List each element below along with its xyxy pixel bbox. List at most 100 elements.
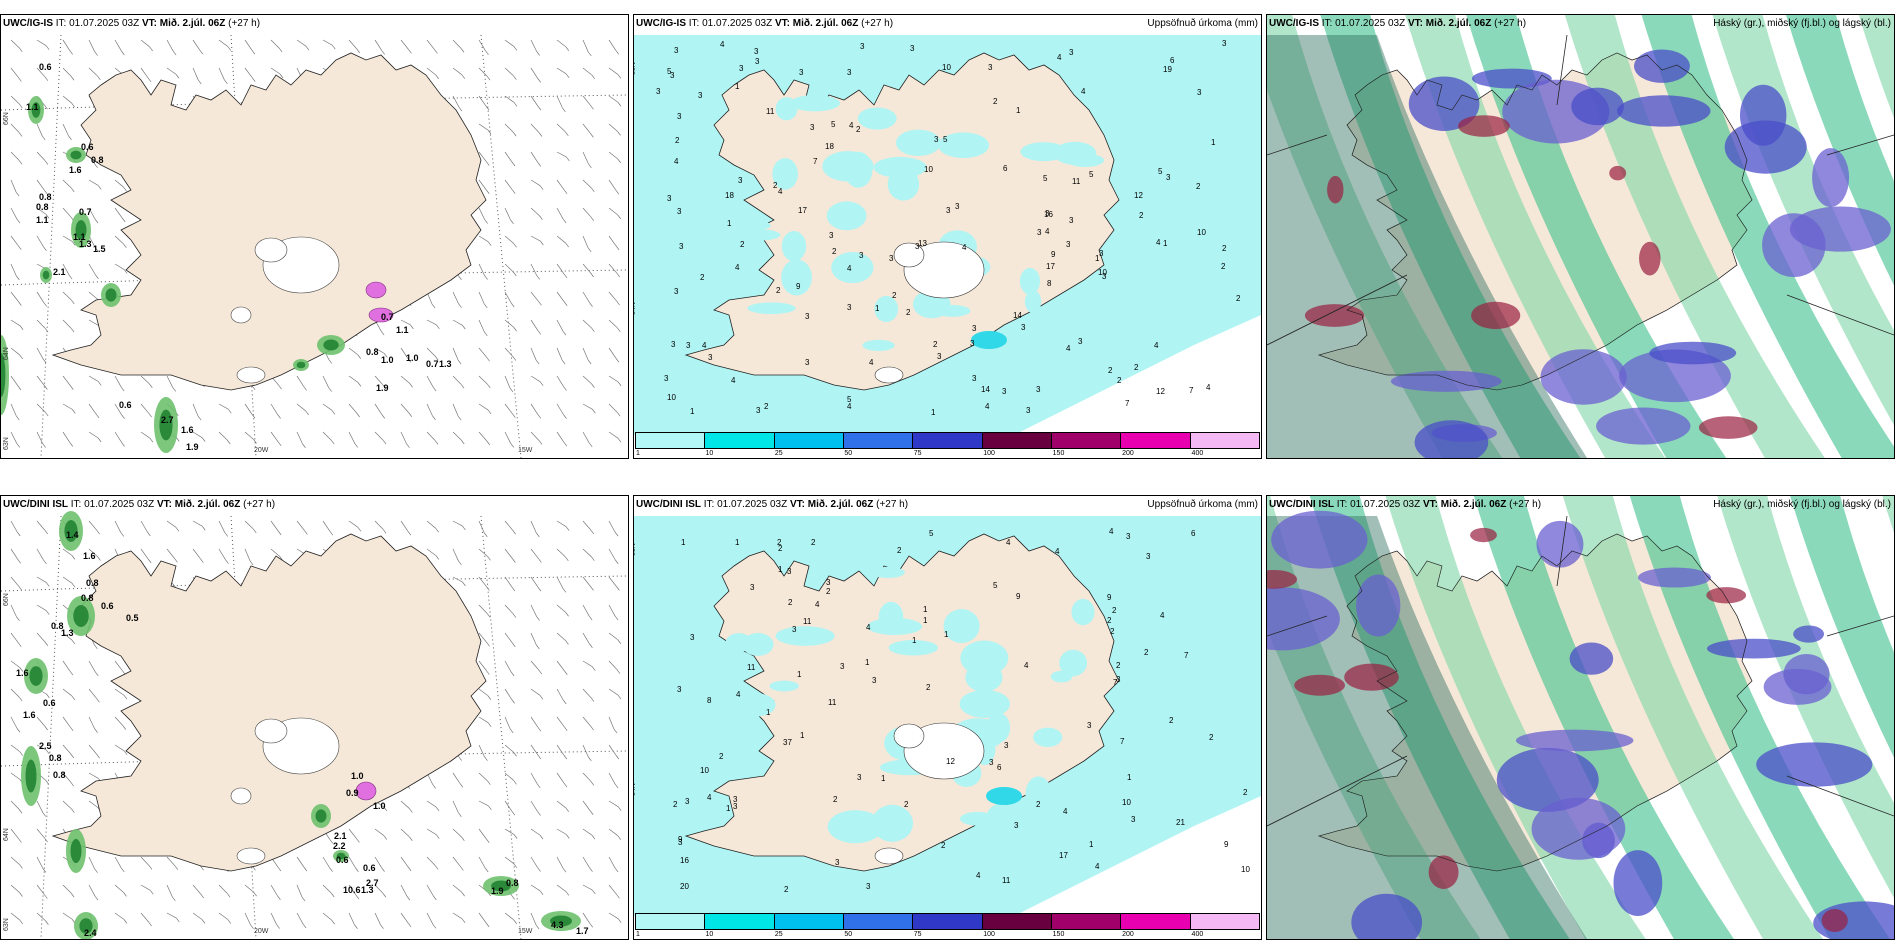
wind-barb-flag [44,160,49,165]
panel-field-title: Háský (gr.), miðský (fj.bl.) og lágský (… [1713,499,1891,510]
wind-barb-flag [617,131,621,136]
wind-barb [114,912,125,920]
precip-patch [775,97,798,121]
wind-barb [608,800,619,808]
wind-barb [608,716,615,730]
wind-barb-flag [251,49,256,55]
wind-barb-flag [432,386,437,392]
precip-value: 2 [719,752,724,761]
wind-barb [192,520,203,527]
icing-value: 2.7 [161,415,174,425]
wind-barb [452,828,462,837]
wind-barb-flag [487,409,492,415]
wind-barb [478,800,489,807]
precip-value: 3 [857,773,862,782]
wind-barb [608,576,617,587]
wind-barb [504,912,514,921]
wind-barb [504,772,514,781]
glacier-area [254,237,288,263]
panel-cloud-dini: UWC/DINI ISL IT: 01.07.2025 03Z VT: Mið.… [1266,495,1895,940]
wind-barb-flag [176,917,180,923]
wind-barb [608,123,618,132]
wind-barb-flag [42,868,47,873]
precip-value: 3 [733,802,738,811]
precip-patch [857,107,897,130]
wind-barb-flag [17,385,22,391]
wind-barb-flag [70,76,75,81]
precip-value: 2 [777,538,782,547]
panel-field-title: Uppsöfnuð úrkoma (mm) [1147,499,1258,510]
wind-barb-flag [17,245,22,250]
wind-barb [36,319,46,329]
icing-value: 1.9 [491,886,504,896]
wind-barb [218,39,229,47]
wind-barb [504,716,511,730]
colorbar-cell [1121,433,1191,448]
wind-barb [426,912,434,925]
wind-barb [478,828,487,839]
precip-value: 1 [726,804,731,813]
precip-value: 3 [738,176,743,185]
wind-barb [218,884,228,894]
wind-barb [478,716,489,724]
wind-barb-flag [16,616,20,621]
model-label: UWC/IG-IS [3,18,53,29]
wind-barb [114,263,125,270]
icing-value: 0.7 [79,207,92,217]
wind-barb [36,716,45,727]
wind-barb [270,884,278,896]
precip-patch [831,252,874,284]
wind-barb [400,431,407,444]
wind-barb [62,431,71,443]
precip-value: 4 [1024,661,1029,670]
colorbar-tick: 150 [1052,450,1065,457]
wind-barb [192,884,201,895]
precip-value: 3 [677,685,682,694]
wind-barb-flag [46,749,50,755]
precip-value: 3 [955,202,960,211]
wind-barb [556,179,565,191]
wind-barb [192,39,201,51]
cloud-map [1267,496,1894,939]
wind-barb-flag [406,443,410,448]
wind-barb-flag [97,556,101,561]
low-cloud-band [1562,496,1823,939]
boundary-line [1786,294,1894,336]
precip-value: 1 [727,219,732,228]
precip-value: 4 [866,623,871,632]
wind-barb-flag [485,50,489,55]
wind-barb-flag [486,75,491,81]
wind-barb-flag [96,753,100,759]
precip-value: 16 [1044,210,1053,219]
wind-barb-flag [71,639,76,645]
wind-barb-flag [94,644,98,650]
icing-core [29,666,43,686]
wind-barb-flag [253,891,257,897]
colorbar-tick: 400 [1191,931,1204,938]
precip-value: 4 [1006,538,1011,547]
wind-barb-flag [16,443,21,448]
precip-value: 3 [670,71,675,80]
wind-barb [426,67,436,76]
colorbar-cell [982,433,1052,448]
icing-value: 0.6 [39,62,52,72]
precip-value: 3 [1197,88,1202,97]
lat-label: 64N [633,783,637,796]
wind-barb-flag [383,806,388,812]
precip-value: 4 [1156,238,1161,247]
precip-value: 4 [1045,227,1050,236]
wind-barb-flag [44,641,49,646]
wind-barb [62,291,72,301]
wind-barb-flag [565,242,569,248]
icing-core [70,150,82,160]
wind-barb-flag [18,838,22,843]
wind-barb [530,431,540,441]
wind-barb [10,403,17,417]
precip-value: 5 [831,120,836,129]
wind-barb-flag [590,529,594,535]
vt-value: Mið. 2.júl. 06Z [792,18,859,29]
precip-value: 4 [1154,341,1159,350]
mid-cloud-patch [1271,510,1368,569]
precip-patch [1019,267,1041,295]
wind-barb-flag [71,102,75,108]
